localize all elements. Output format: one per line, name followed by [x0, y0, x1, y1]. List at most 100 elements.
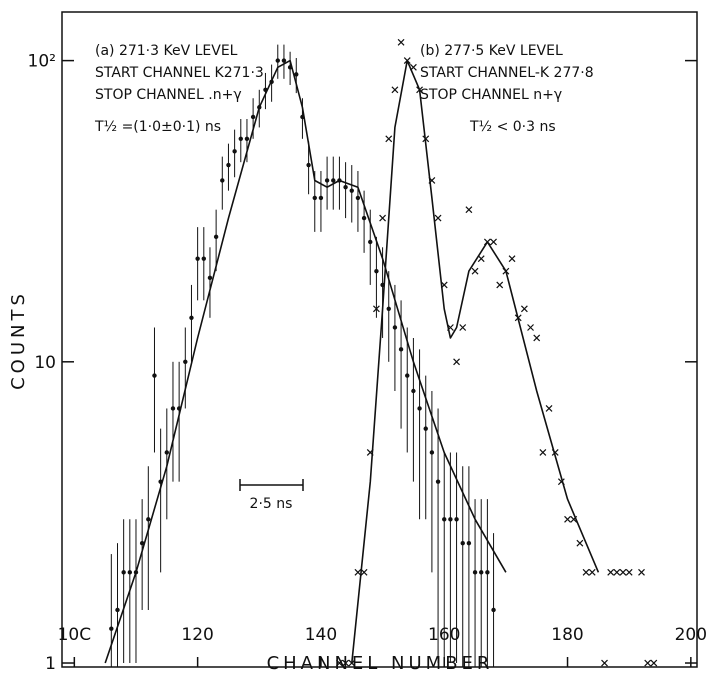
data-point — [361, 215, 367, 221]
data-point — [195, 256, 200, 261]
data-point — [466, 540, 472, 546]
data-point — [398, 347, 404, 352]
data-point — [429, 450, 435, 455]
data-point — [324, 178, 330, 183]
data-point — [479, 570, 484, 575]
data-point — [213, 234, 219, 240]
plot-frame — [61, 11, 698, 668]
fit-curve — [351, 59, 600, 664]
data-point — [355, 195, 361, 201]
data-point — [152, 373, 157, 378]
data-point — [459, 324, 467, 331]
data-point — [170, 406, 176, 411]
data-point — [423, 426, 428, 431]
data-point — [607, 568, 615, 576]
data-point — [336, 659, 343, 667]
data-point — [386, 306, 391, 311]
data-point — [453, 358, 460, 366]
data-point — [379, 214, 387, 222]
data-point — [391, 86, 399, 94]
data-point — [644, 659, 652, 667]
x-tick-label: 200 — [675, 625, 707, 645]
data-point — [576, 539, 584, 547]
data-point — [275, 58, 280, 63]
y-axis-label: COUNTS — [8, 290, 29, 390]
scale-bar-label: 2·5 ns — [250, 496, 293, 512]
fit-curve — [104, 59, 507, 664]
annotation: T½ < 0·3 ns — [469, 119, 556, 135]
annotation: STOP CHANNEL n+γ — [420, 87, 562, 103]
x-tick-label: 180 — [551, 625, 583, 645]
data-point — [471, 267, 479, 275]
data-point — [638, 568, 645, 576]
data-point — [220, 178, 225, 183]
data-point — [472, 570, 478, 575]
data-point — [545, 405, 553, 412]
data-point — [442, 517, 447, 522]
data-point — [164, 450, 170, 455]
annotation: T½ =(1·0±0·1) ns — [94, 119, 221, 135]
x-tick-label: 140 — [305, 625, 337, 645]
data-point — [348, 659, 356, 667]
data-point — [465, 206, 473, 214]
x-axis-label: CHANNEL NUMBER — [267, 653, 494, 674]
data-point — [650, 659, 658, 667]
annotation: START CHANNEL-K 277·8 — [420, 65, 594, 81]
data-point — [520, 305, 528, 313]
x-tick-label: 10C — [58, 625, 92, 645]
data-point — [360, 568, 368, 576]
data-point — [411, 388, 416, 394]
annotation: START CHANNEL K271·3 — [95, 65, 264, 81]
data-point — [312, 195, 317, 201]
data-point — [207, 275, 213, 281]
data-point — [496, 281, 504, 289]
data-point — [405, 373, 410, 378]
data-point — [232, 149, 237, 154]
data-point — [368, 239, 373, 245]
data-point — [485, 570, 490, 575]
data-point — [109, 626, 114, 631]
data-point — [533, 334, 541, 342]
data-point — [349, 188, 354, 193]
data-point — [127, 570, 133, 575]
data-point — [189, 315, 194, 320]
data-point — [244, 136, 250, 142]
data-point — [226, 162, 231, 168]
data-point — [250, 114, 256, 120]
data-point — [385, 135, 393, 143]
data-point — [281, 58, 287, 63]
data-point — [146, 517, 151, 522]
annotation: (b) 277·5 KeV LEVEL — [420, 43, 563, 59]
data-point — [306, 162, 311, 168]
data-point — [342, 659, 350, 667]
data-point — [238, 136, 243, 142]
data-point — [601, 659, 608, 667]
data-point — [460, 540, 465, 546]
data-point — [392, 325, 398, 330]
data-point — [201, 256, 206, 261]
data-point — [490, 238, 497, 246]
x-tick-label: 120 — [181, 625, 213, 645]
data-point — [331, 178, 336, 183]
data-point — [183, 359, 188, 365]
data-point — [539, 449, 547, 456]
data-point — [115, 607, 120, 613]
data-point — [477, 255, 485, 263]
data-point — [372, 305, 380, 313]
data-point — [564, 515, 571, 523]
data-point — [139, 540, 145, 546]
data-point — [434, 214, 442, 222]
y-tick-label: 10 — [34, 353, 56, 373]
y-tick-label: 1 — [45, 654, 56, 674]
data-point — [588, 568, 596, 576]
data-point — [508, 255, 516, 263]
data-point — [491, 607, 496, 613]
data-point — [294, 72, 299, 77]
data-point — [417, 406, 422, 411]
data-point — [448, 517, 453, 522]
data-point — [619, 568, 627, 576]
annotation: STOP CHANNEL .n+γ — [95, 87, 242, 103]
annotation: (a) 271·3 KeV LEVEL — [95, 43, 238, 59]
